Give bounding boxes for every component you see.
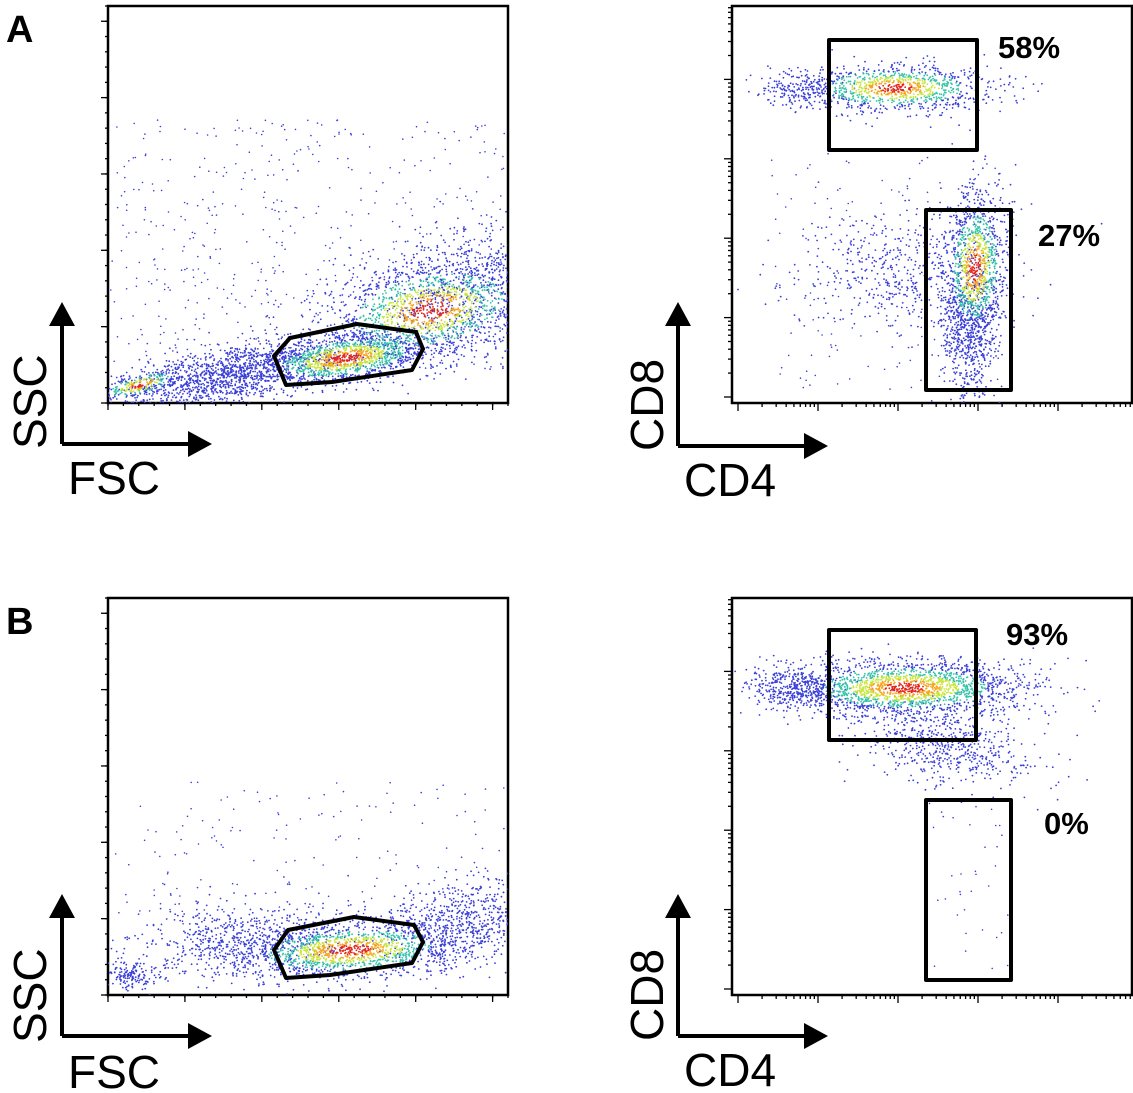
y-axis-label: CD8 [621, 359, 673, 451]
x-axis-label: CD4 [684, 454, 776, 506]
cd4-gate-percent: 27% [1038, 218, 1100, 253]
plot-frame [106, 596, 510, 997]
axis-ticks [101, 597, 509, 1002]
plot-b-cd4-cd8: 93% 0% CD8 CD4 [621, 596, 1133, 1093]
plot-b-fsc-ssc: SSC FSC [4, 596, 510, 1093]
panel-letter-a: A [6, 9, 33, 51]
x-axis-label: CD4 [684, 1044, 776, 1093]
event-dots [108, 119, 508, 403]
cd8-gate-percent: 58% [998, 30, 1060, 65]
axis-arrows [49, 894, 212, 1049]
axis-arrows [49, 302, 212, 457]
cd4-gate [924, 798, 1013, 982]
y-axis-label: CD8 [621, 949, 673, 1041]
plot-a-fsc-ssc: SSC FSC [4, 4, 510, 504]
panel-letter-b: B [6, 601, 33, 643]
cd8-gate [827, 628, 978, 742]
lymphocyte-gate [272, 915, 425, 980]
lymphocyte-gate [272, 322, 425, 387]
x-axis-label: FSC [68, 1046, 160, 1093]
cd4-gate-percent: 0% [1044, 806, 1089, 841]
axis-arrows [665, 894, 828, 1049]
plot-frame [106, 4, 510, 405]
axis-arrows [665, 302, 828, 459]
plot-a-cd4-cd8: 58% 27% CD8 CD4 [621, 4, 1133, 506]
cd4-gate [924, 208, 1013, 392]
x-axis-label: FSC [68, 452, 160, 504]
axis-ticks [101, 5, 509, 410]
event-dots [734, 643, 1101, 970]
axis-ticks [724, 7, 1131, 411]
cd8-gate [827, 38, 979, 152]
plot-frame [730, 4, 1133, 405]
y-axis-label: SSC [4, 948, 56, 1043]
y-axis-label: SSC [4, 354, 56, 449]
cd8-gate-percent: 93% [1006, 617, 1068, 652]
plot-frame [730, 596, 1133, 997]
axis-ticks [724, 599, 1131, 1003]
